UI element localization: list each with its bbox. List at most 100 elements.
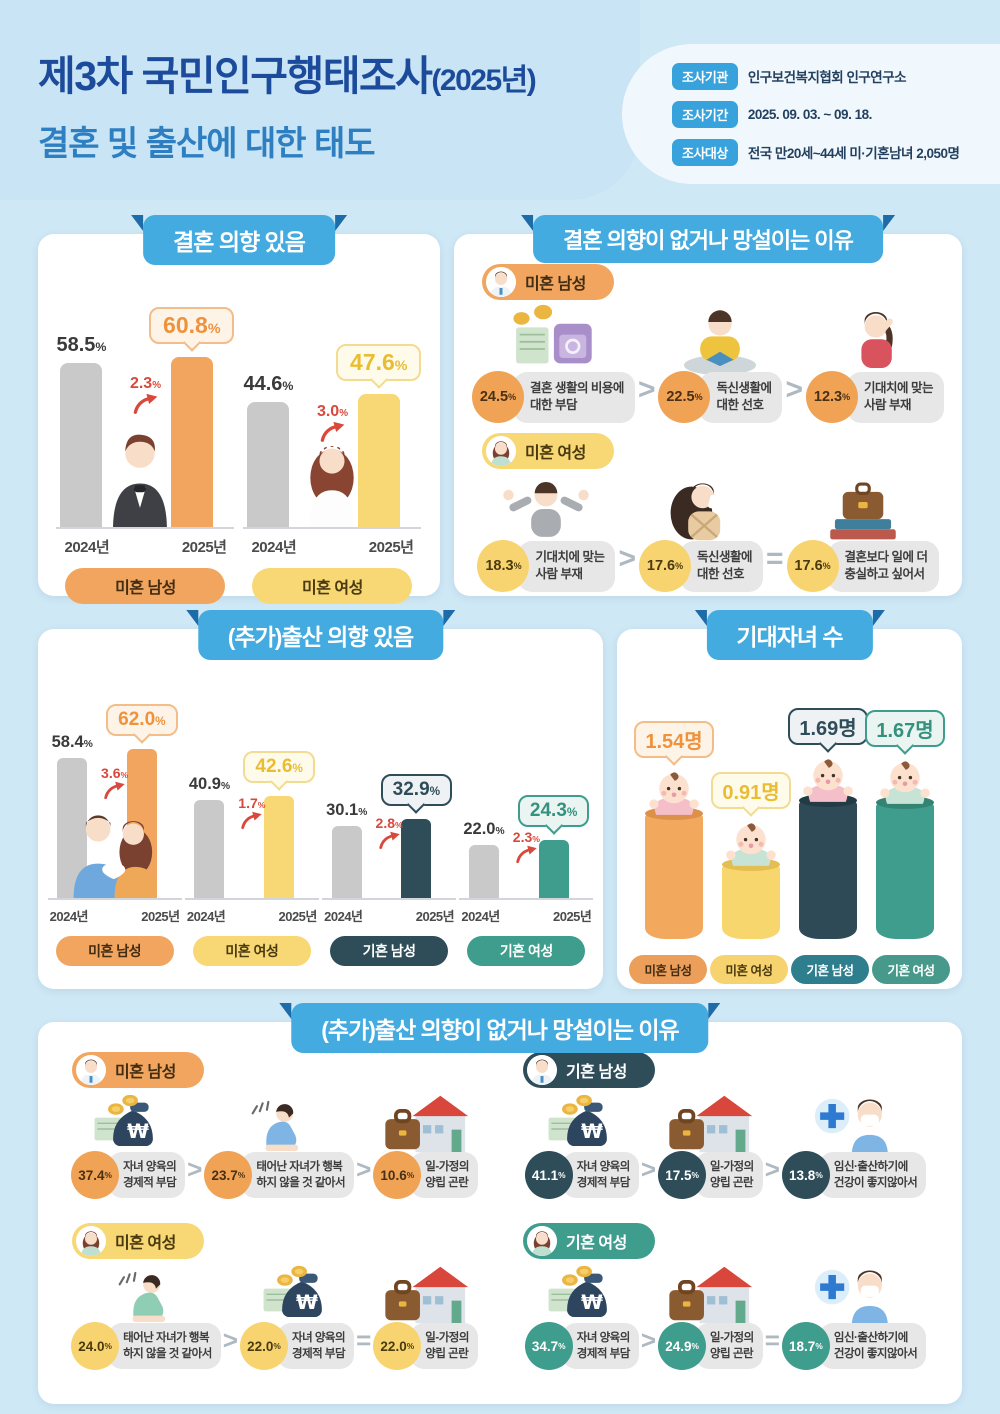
reason-text: 결혼 생활의 비용에 대한 부담 (512, 371, 635, 423)
increase-arrow-icon (103, 781, 127, 800)
year-labels: 2024년 2025년 (324, 909, 455, 924)
reason-text: 기대치에 맞는 사람 부재 (518, 540, 616, 592)
briefcase-house-icon (664, 1092, 756, 1156)
comparator: > (222, 1325, 238, 1355)
pct-badge: 17.5% (658, 1151, 707, 1199)
group-label-married-women: 기혼 여성 (467, 936, 586, 966)
bar-2025 (538, 840, 569, 898)
reason-item: 12.3% 기대치에 맞는 사람 부재 (806, 304, 944, 423)
delta-annotation: 2.3% (513, 829, 540, 864)
pct-badge: 12.3% (806, 371, 859, 423)
meta-badge-agency: 조사기관 (672, 62, 738, 90)
money-bag-icon (539, 1263, 625, 1327)
panel-marriage-intent: 결혼 의향 있음 58.5% 2.3% 60.8% (38, 215, 440, 604)
reason-item: 37.4% 자녀 양육의 경제적 부담 (71, 1092, 186, 1199)
reason-text: 일-가정의 양립 곤란 (695, 1151, 763, 1199)
group-pill-single-women: 미혼 여성 (72, 1223, 204, 1259)
avatar (485, 436, 516, 466)
reason-item: 17.5% 일-가정의 양립 곤란 (658, 1092, 763, 1199)
baby-icon (723, 821, 779, 869)
reason-text: 일-가정의 양립 곤란 (695, 1322, 763, 1370)
increase-arrow-icon (318, 421, 346, 443)
reason-group-married-men: 기혼 남성 41.1% 자녀 양육의 경제적 부담 > (513, 1052, 938, 1199)
bar-group-single-women: 44.6% 3.0% 47.6% 2024년 2025년 (243, 292, 422, 604)
briefcase-house-icon (380, 1092, 472, 1156)
reason-item: 18.7% 임신·출산하기에 건강이 좋지않아서 (781, 1263, 927, 1370)
meta-value-period: 2025. 09. 03. ~ 09. 18. (747, 106, 873, 122)
bar-plot: 44.6% 3.0% 47.6% (243, 292, 422, 529)
value-callout: 42.6% (243, 751, 315, 783)
avatar-man-icon (76, 1055, 106, 1085)
pct-badge: 24.9% (658, 1322, 707, 1370)
reason-text: 독신생활에 대한 선호 (680, 540, 764, 592)
group-label-single-women: 미혼 여성 (192, 936, 311, 966)
briefcase-books-icon (824, 473, 902, 545)
group-label-married-men: 기혼 남성 (330, 936, 449, 966)
pct-badge: 24.0% (71, 1322, 120, 1370)
group-label-married-women: 기혼 여성 (872, 955, 950, 984)
reason-group-married-women: 기혼 여성 34.7% 자녀 양육의 경제적 부담 > (513, 1223, 938, 1370)
avatar (527, 1226, 557, 1256)
cylinder-bar (645, 807, 703, 939)
briefcase-house-icon (664, 1263, 756, 1327)
panel-marriage-reasons: 결혼 의향이 없거나 망설이는 이유 미혼 남성 24.5% 결혼 생활의 비용… (453, 215, 962, 596)
reason-item: 18.3% 기대치에 맞는 사람 부재 (477, 473, 616, 592)
group-label-single-men: 미혼 남성 (65, 568, 226, 604)
page-subtitle: 결혼 및 출산에 대한 태도 (38, 125, 376, 163)
year-labels: 2024년 2025년 (186, 909, 318, 924)
pct-badge: 18.7% (781, 1322, 830, 1370)
baby-icon (877, 759, 933, 807)
bar-value-2024: 30.1% (326, 801, 368, 819)
reason-text: 일-가정의 양립 곤란 (410, 1151, 478, 1199)
avatar-woman-icon (76, 1226, 106, 1256)
reason-text: 자녀 양육의 경제적 부담 (108, 1151, 186, 1199)
bar-value-2024: 22.0% (463, 820, 505, 838)
value-callout: 1.69명 (788, 708, 868, 745)
comparator: > (785, 373, 804, 406)
health-mask-person-icon (811, 1263, 897, 1327)
pct-badge: 22.0% (239, 1322, 288, 1370)
bar-group-single-women: 40.9% 1.7% 42.6% 2024년 2025년 미혼 (184, 693, 319, 966)
comparator: > (640, 1325, 657, 1355)
avatar-woman-icon (527, 1226, 557, 1256)
reason-item: 17.6% 결혼보다 일에 더 충실하고 싶어서 (786, 473, 939, 592)
bar-group-married-men: 30.1% 2.8% 32.9% 2024년 2025년 기혼 (322, 693, 457, 966)
bar-plot: 22.0% 2.3% 24.3% (459, 693, 594, 900)
cylinder-group-single-men: 1.54명 (634, 721, 714, 939)
bar-2024 (194, 800, 225, 898)
page-title-year: (2025년) (431, 64, 536, 97)
reason-item: 22.0% 일-가정의 양립 곤란 (373, 1263, 478, 1370)
increase-arrow-icon (131, 393, 159, 415)
pct-badge: 13.8% (781, 1151, 830, 1199)
reason-item: 22.5% 독신생활에 대한 선호 (658, 304, 783, 423)
couple-icon (60, 808, 166, 898)
panel-birth-intent: (추가)출산 의향 있음 58.4% 3.6% 62.0% (38, 610, 603, 989)
cylinder-bar (722, 858, 780, 939)
meta-row-target: 조사대상 전국 만20세~44세 미·기혼남녀 2,050명 (672, 138, 1000, 166)
pct-badge: 22.0% (373, 1322, 422, 1370)
comparator: > (618, 542, 636, 575)
group-pill-single-men: 미혼 남성 (72, 1052, 204, 1088)
panel-title-expected-children: 기대자녀 수 (694, 610, 885, 660)
bar-2024 (468, 845, 499, 898)
meta-value-agency: 인구보건복지협회 인구연구소 (747, 70, 907, 85)
group-pill-single-women: 미혼 여성 (481, 433, 614, 469)
reason-text: 독신생활에 대한 선호 (699, 371, 783, 423)
pct-badge: 41.1% (524, 1151, 573, 1199)
panel-expected-children: 기대자녀 수 1.54명 0.91명 1.69명 (617, 610, 962, 989)
group-label-single-men: 미혼 남성 (55, 936, 174, 966)
meta-row-agency: 조사기관 인구보건복지협회 인구연구소 (672, 62, 1000, 90)
bar-2025 (264, 796, 295, 898)
panel-birth-reasons: (추가)출산 의향이 없거나 망설이는 이유 미혼 남성 37.4% 자녀 양육… (38, 1003, 962, 1404)
reason-item: 24.0% 태어난 자녀가 행복 하지 않을 것 같아서 (71, 1263, 221, 1370)
avatar (485, 267, 516, 297)
pct-badge: 10.6% (373, 1151, 422, 1199)
cylinder-group-married-men: 1.69명 (788, 708, 868, 939)
reason-text: 결혼보다 일에 더 충실하고 싶어서 (827, 540, 939, 592)
sad-person-icon (246, 1092, 312, 1156)
bar-group-single-men: 58.5% 2.3% 60.8% 2024년 2025년 (56, 292, 235, 604)
meta-row-period: 조사기간 2025. 09. 03. ~ 09. 18. (672, 100, 1000, 128)
meta-value-target: 전국 만20세~44세 미·기혼남녀 2,050명 (747, 146, 960, 161)
money-bag-icon (539, 1092, 625, 1156)
reason-text: 임신·출산하기에 건강이 좋지않아서 (818, 1322, 927, 1370)
